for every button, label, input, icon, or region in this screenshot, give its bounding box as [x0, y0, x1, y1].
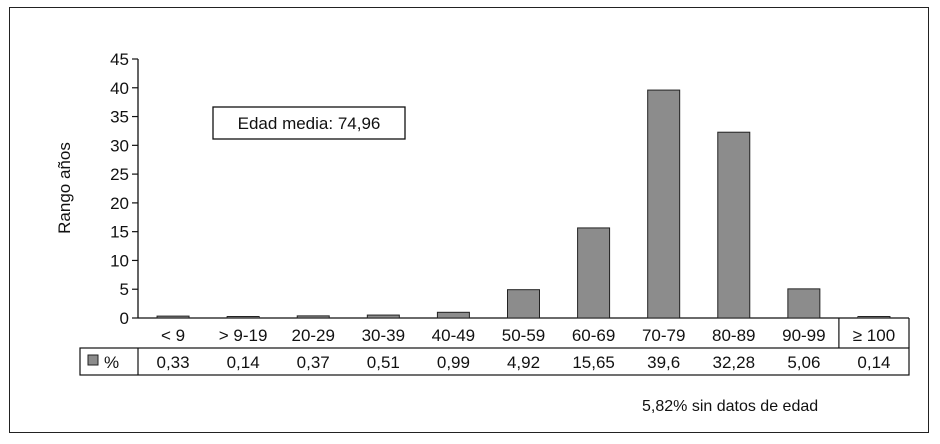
annotation-box	[212, 106, 406, 140]
value-label: 0,99	[437, 353, 470, 372]
bar	[507, 289, 540, 319]
y-tick-label: 25	[110, 165, 129, 184]
value-label: 0,33	[156, 353, 189, 372]
category-label: 30-39	[362, 326, 405, 345]
bar	[436, 311, 470, 319]
category-label: > 9-19	[219, 326, 268, 345]
category-label: 50-59	[502, 326, 545, 345]
y-tick-label: 20	[110, 194, 129, 213]
y-tick-label: 10	[110, 251, 129, 270]
value-label: 39,6	[647, 353, 680, 372]
y-tick-label: 30	[110, 136, 129, 155]
value-label: 15,65	[572, 353, 615, 372]
category-label: 40-49	[432, 326, 475, 345]
y-tick-label: 35	[110, 108, 129, 127]
axes: 0 5 10 15 20 25 30 35 40 45	[110, 50, 909, 328]
annotation-mean-age: Edad media: 74,96	[238, 114, 381, 133]
value-label: 0,14	[857, 353, 890, 372]
category-label: 90-99	[782, 326, 825, 345]
bar	[226, 316, 260, 319]
bar	[577, 227, 611, 319]
bar	[857, 316, 891, 319]
data-table: < 9 > 9-19 20-29 30-39 40-49 50-59 60-69 70-79 8…	[79, 318, 910, 376]
value-label: 32,28	[712, 353, 755, 372]
value-label: 4,92	[507, 353, 540, 372]
value-row	[79, 347, 910, 376]
category-label: 70-79	[642, 326, 685, 345]
category-label: < 9	[161, 326, 185, 345]
category-label: 80-89	[712, 326, 755, 345]
y-tick-label: 5	[120, 280, 129, 299]
y-axis-label: Rango años	[55, 142, 74, 234]
value-label: 0,37	[297, 353, 330, 372]
bar	[296, 315, 330, 319]
category-label: 20-29	[291, 326, 334, 345]
bar	[717, 131, 751, 319]
value-label: 0,51	[367, 353, 400, 372]
y-tick-label: 45	[110, 50, 129, 69]
bar	[787, 288, 821, 319]
value-label: 0,14	[227, 353, 260, 372]
y-tick-label: 40	[110, 79, 129, 98]
missing-age-note: 5,82% sin datos de edad	[642, 398, 818, 415]
y-tick-label: 15	[110, 223, 129, 242]
bars	[156, 89, 891, 319]
y-tick-label: 0	[120, 309, 129, 328]
legend-label: %	[104, 353, 119, 372]
bar	[156, 315, 190, 319]
category-label: 60-69	[572, 326, 615, 345]
value-label: 5,06	[787, 353, 820, 372]
legend-swatch	[87, 354, 99, 366]
figure-frame	[9, 7, 929, 433]
category-label: ≥ 100	[853, 326, 895, 345]
bar	[366, 314, 400, 319]
bar	[647, 89, 681, 319]
